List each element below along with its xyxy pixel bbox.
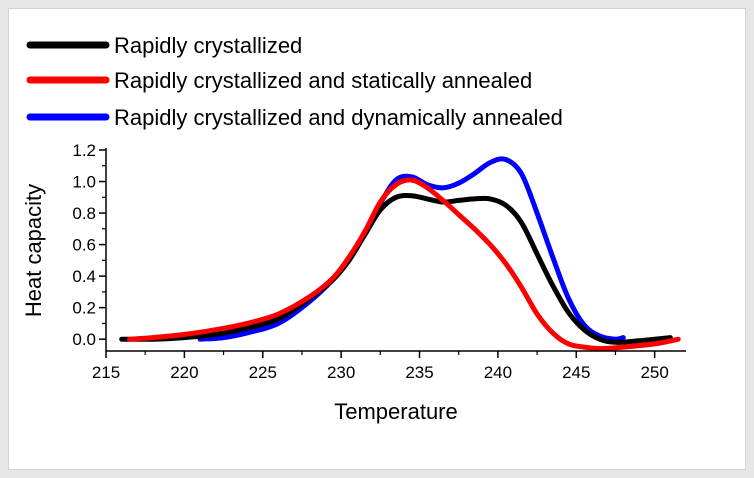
- series-layer: [119, 156, 681, 352]
- y-tick-label: 0.4: [72, 267, 96, 286]
- x-axis-title: Temperature: [334, 399, 458, 424]
- figure-panel: [8, 8, 746, 470]
- y-tick-label: 1.0: [72, 173, 96, 192]
- y-tick-label: 0.8: [72, 204, 96, 223]
- x-axis-ticks: 215 220 225 230 235 240 245 250: [92, 351, 669, 382]
- x-tick-label: 250: [640, 363, 668, 382]
- x-tick-label: 235: [405, 363, 433, 382]
- series-line-dynamically-annealed: [197, 156, 626, 342]
- legend-label-dynamically-annealed: Rapidly crystallized and dynamically ann…: [114, 105, 563, 130]
- x-tick-label: 215: [92, 363, 120, 382]
- y-tick-label: 0.6: [72, 236, 96, 255]
- x-tick-label: 225: [249, 363, 277, 382]
- y-tick-label: 0.2: [72, 299, 96, 318]
- y-axis-ticks: 0.0 0.2 0.4 0.6 0.8 1.0 1.2: [72, 141, 106, 349]
- series-line-rapidly-crystallized: [119, 192, 673, 345]
- y-axis-title: Heat capacity: [21, 184, 46, 317]
- y-tick-label: 1.2: [72, 141, 96, 160]
- x-tick-label: 245: [562, 363, 590, 382]
- legend: Rapidly crystallized Rapidly crystallize…: [26, 33, 563, 130]
- series-line-statically-annealed: [127, 177, 681, 352]
- legend-label-rapidly-crystallized: Rapidly crystallized: [114, 33, 302, 58]
- x-tick-label: 240: [484, 363, 512, 382]
- y-tick-label: 0.0: [72, 330, 96, 349]
- legend-label-statically-annealed: Rapidly crystallized and statically anne…: [114, 68, 532, 93]
- x-tick-label: 220: [170, 363, 198, 382]
- x-tick-label: 230: [327, 363, 355, 382]
